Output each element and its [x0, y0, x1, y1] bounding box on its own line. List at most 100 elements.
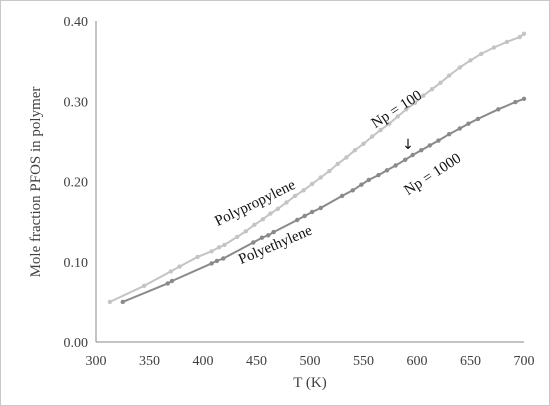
- polypropylene-point: [235, 234, 240, 240]
- polypropylene-point: [361, 141, 366, 146]
- polypropylene-point: [378, 127, 383, 133]
- polypropylene-point: [352, 148, 358, 153]
- polypropylene-point: [387, 121, 392, 126]
- polypropylene-point: [309, 181, 315, 187]
- polypropylene-point: [369, 134, 375, 139]
- polypropylene-series: [107, 31, 527, 305]
- polyethylene-point: [350, 188, 355, 193]
- polyethylene-point: [165, 281, 170, 286]
- polyethylene-point: [309, 209, 315, 215]
- x-tick-label: 400: [193, 354, 214, 369]
- polyethylene-point: [393, 163, 398, 168]
- polyethylene-point: [446, 132, 452, 137]
- polyethylene-point: [266, 233, 271, 238]
- series-layer: [107, 31, 527, 305]
- polypropylene-point: [344, 155, 349, 160]
- polypropylene-point: [252, 222, 257, 227]
- x-tick-label: 500: [300, 354, 321, 369]
- polyethylene-point: [271, 229, 276, 235]
- polypropylene-point: [260, 217, 266, 222]
- np100-annotation: Np = 100: [369, 87, 425, 131]
- polyethylene-point: [221, 256, 226, 261]
- polyethylene-point: [366, 177, 371, 183]
- polyethylene-point: [251, 240, 256, 245]
- polyethylene-point: [339, 193, 345, 199]
- polyethylene-point: [302, 213, 307, 219]
- polyethylene-point: [457, 126, 462, 131]
- polyethylene-point: [513, 99, 518, 105]
- polyethylene-point: [209, 261, 214, 266]
- polypropylene-point: [292, 193, 298, 199]
- polypropylene-point: [216, 245, 222, 250]
- polyethylene-point: [466, 121, 471, 126]
- polypropylene-point: [168, 269, 174, 274]
- polyethylene-point: [295, 217, 300, 223]
- polyethylene-point: [214, 258, 220, 264]
- polyethylene-point: [359, 182, 364, 187]
- polyethylene-point: [410, 152, 415, 158]
- polypropylene-point: [517, 34, 522, 40]
- polypropylene-point: [222, 242, 227, 248]
- y-tick-label: 0.10: [64, 256, 89, 271]
- polypropylene-point: [479, 51, 484, 57]
- x-tick-label: 350: [139, 354, 160, 369]
- y-axis-title: Mole fraction PFOS in polymer: [28, 87, 44, 278]
- tick-labels: 300 350 400 450 500 550 600 650 700 0.00 0.10 0.20 0…: [64, 15, 535, 369]
- polyethylene-point: [384, 168, 390, 173]
- polyethylene-point: [419, 148, 424, 153]
- polypropylene-point: [446, 73, 452, 78]
- x-tick-label: 700: [514, 354, 535, 369]
- polyethylene-point: [496, 107, 501, 112]
- axes: [95, 21, 524, 343]
- polypropylene-point: [301, 188, 306, 193]
- polyethylene-point: [427, 143, 432, 148]
- polypropylene-point: [327, 168, 332, 174]
- polypropylene-point: [209, 249, 214, 254]
- x-tick-label: 550: [353, 354, 374, 369]
- polypropylene-point: [268, 211, 273, 216]
- polypropylene-point: [395, 114, 400, 119]
- polypropylene-point: [318, 175, 323, 180]
- polyethylene-series: [120, 96, 527, 305]
- polypropylene-point: [421, 93, 426, 98]
- np1000-annotation: Np = 1000: [402, 150, 465, 198]
- polypropylene-point: [142, 283, 147, 288]
- x-tick-label: 450: [246, 354, 267, 369]
- polypropylene-point: [429, 87, 435, 92]
- polypropylene-point: [284, 200, 289, 205]
- polypropylene-point: [335, 161, 340, 166]
- polypropylene-point: [504, 39, 510, 45]
- polypropylene-point: [412, 100, 418, 106]
- arrow-down-icon: ↓: [402, 137, 414, 153]
- polyethylene-line: [122, 97, 525, 303]
- polypropylene-point: [404, 107, 409, 112]
- polypropylene-point: [107, 299, 113, 305]
- polyethylene-point: [376, 172, 381, 178]
- polypropylene-line: [109, 33, 525, 303]
- polypropylene-point: [275, 206, 281, 211]
- polypropylene-point: [243, 229, 248, 234]
- y-tick-label: 0.00: [64, 336, 89, 351]
- polyethylene-point: [521, 96, 527, 102]
- x-tick-label: 650: [460, 354, 481, 369]
- polypropylene-point: [438, 80, 443, 86]
- polypropylene-point: [491, 45, 497, 50]
- x-tick-label: 300: [86, 354, 107, 369]
- polyethylene-point: [318, 205, 323, 211]
- polyethylene-point: [169, 278, 175, 284]
- polyethylene-point: [403, 157, 408, 162]
- polyethylene-point: [436, 138, 441, 143]
- y-tick-label: 0.30: [64, 95, 89, 110]
- y-tick-label: 0.40: [64, 15, 89, 30]
- y-tick-label: 0.20: [64, 176, 89, 191]
- polypropylene-point: [195, 254, 200, 260]
- x-tick-label: 600: [407, 354, 428, 369]
- x-axis-title: T (K): [293, 375, 326, 391]
- polyethylene-point: [120, 299, 126, 305]
- polypropylene-point: [521, 31, 527, 36]
- polyethylene-point: [259, 235, 265, 240]
- polypropylene-point: [177, 264, 182, 269]
- polypropylene-point: [457, 65, 462, 70]
